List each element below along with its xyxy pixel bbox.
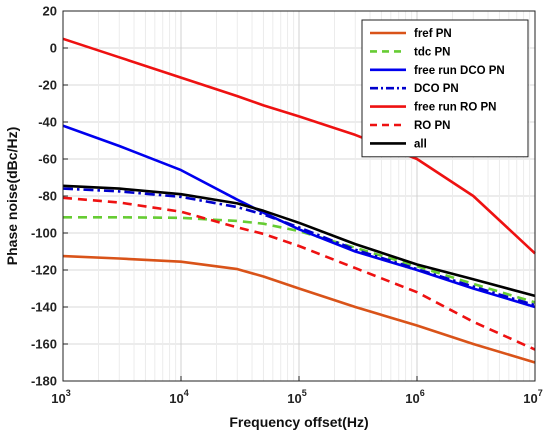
series-line-0 xyxy=(62,254,536,364)
x-tick-exponent: 4 xyxy=(184,388,189,398)
legend-label: all xyxy=(414,138,427,150)
y-tick-label: -100 xyxy=(31,226,57,241)
series-lines xyxy=(62,37,536,364)
x-tick-exponent: 7 xyxy=(538,388,543,398)
y-tick-label: -60 xyxy=(38,152,57,167)
x-tick-label: 107 xyxy=(523,388,542,406)
x-tick-exponent: 6 xyxy=(420,388,425,398)
y-axis-label: Phase noise(dBc/Hz) xyxy=(4,127,20,265)
series-line-2 xyxy=(62,124,536,309)
x-tick-exponent: 5 xyxy=(302,388,307,398)
y-tick-label: -40 xyxy=(38,115,57,130)
series-line-1 xyxy=(63,216,536,304)
x-tick-label: 103 xyxy=(51,388,70,406)
x-tick-labels: 103 104 105 106 107 xyxy=(51,376,543,406)
series-line-4 xyxy=(62,37,536,255)
x-tick-label: 106 xyxy=(405,388,424,406)
x-tick-base: 10 xyxy=(287,391,301,406)
x-tick-base: 10 xyxy=(405,391,419,406)
legend-label: tdc PN xyxy=(414,46,450,58)
x-tick-exponent: 3 xyxy=(66,388,71,398)
legend: fref PN tdc PN free run DCO PN DCO PN free r… xyxy=(361,19,529,158)
x-axis-label: Frequency offset(Hz) xyxy=(229,414,368,430)
legend-label: fref PN xyxy=(414,28,452,40)
series-line-3 xyxy=(62,187,536,307)
x-tick-label: 104 xyxy=(169,388,188,406)
legend-label: free run DCO PN xyxy=(414,65,505,77)
y-tick-labels: 20 0 -20 -40 -60 -80 -100 -120 -140 -160 -180 xyxy=(31,4,68,389)
legend-label: RO PN xyxy=(414,120,450,132)
y-tick-label: -20 xyxy=(38,78,57,93)
legend-label: free run RO PN xyxy=(414,102,496,114)
y-tick-label: 0 xyxy=(50,41,57,56)
y-tick-label: -140 xyxy=(31,300,57,315)
y-tick-label: -80 xyxy=(38,189,57,204)
y-tick-label: -180 xyxy=(31,374,57,389)
series-line-6 xyxy=(62,184,536,298)
x-tick-base: 10 xyxy=(523,391,537,406)
y-tick-label: 20 xyxy=(43,4,57,19)
y-tick-label: -120 xyxy=(31,263,57,278)
legend-label: DCO PN xyxy=(414,83,459,95)
y-tick-label: -160 xyxy=(31,337,57,352)
x-tick-base: 10 xyxy=(169,391,183,406)
x-tick-label: 105 xyxy=(287,388,306,406)
x-tick-base: 10 xyxy=(51,391,65,406)
